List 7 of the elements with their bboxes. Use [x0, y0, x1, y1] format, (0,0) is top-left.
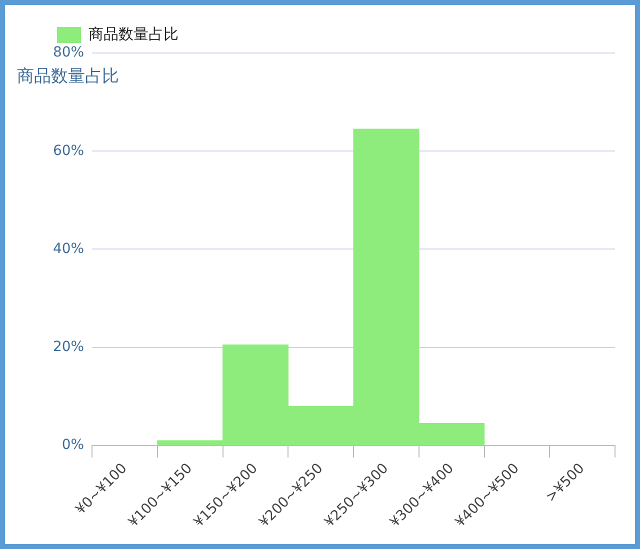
y-tick-label: 40% — [52, 240, 84, 257]
y-tick-label: 60% — [52, 142, 84, 159]
legend-label: 商品数量占比 — [88, 24, 178, 43]
y-tick-label: 80% — [52, 44, 84, 61]
y-tick-label: 0% — [62, 437, 84, 454]
y-axis-title: 商品数量占比 — [17, 66, 119, 86]
y-tick-label: 20% — [52, 338, 84, 355]
